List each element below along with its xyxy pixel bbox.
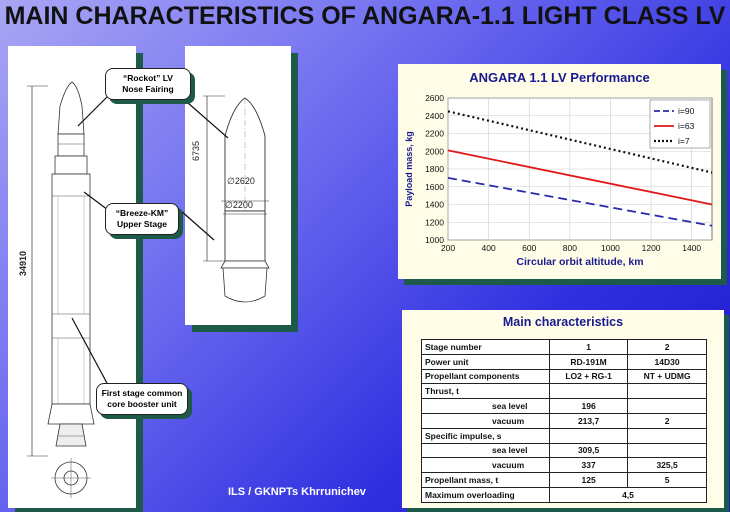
y-tick-label: 1000 [425, 235, 444, 245]
row-value-stage-1 [548, 383, 629, 400]
callout-upper-stage-line1: “Breeze-KM” [115, 208, 169, 218]
table-row: Power unit RD-191M 14D30 [421, 353, 707, 370]
x-tick-label: 1400 [682, 243, 701, 253]
y-tick-label: 1400 [425, 200, 444, 210]
row-label: Propellant mass, t [421, 472, 550, 488]
row-value-stage-2: NT + UDMG [627, 368, 707, 385]
row-value-stage-1: 1 [548, 339, 629, 355]
performance-chart-panel: ANGARA 1.1 LV Performance 1000 1200 1400 16… [398, 64, 721, 279]
row-value-stage-1: 213,7 [548, 412, 629, 429]
row-label: Power unit [421, 353, 550, 370]
table-row: Stage number 1 2 [421, 339, 707, 355]
row-value-stage-1: 196 [548, 398, 629, 414]
series-line-1 [447, 176, 713, 227]
rocket-drawing: 34910 [18, 81, 95, 498]
x-tick-label: 400 [482, 243, 496, 253]
rocket-drawing-panel: 34910 [8, 46, 136, 508]
callout-upper-stage-line2: Upper Stage [116, 219, 168, 229]
row-label: sea level [421, 398, 550, 414]
row-label: Thrust, t [421, 383, 550, 400]
fairing-detail-drawing: 6735 ∅2620 ∅2200 [191, 95, 270, 303]
row-value-stage-1: 125 [548, 472, 629, 488]
diameter-lower-label: ∅2200 [225, 200, 253, 210]
overall-height-label: 34910 [18, 251, 28, 276]
row-value-stage-2: 2 [627, 412, 707, 429]
chart-title: ANGARA 1.1 LV Performance [469, 70, 650, 85]
callout-nose-fairing-line1: “Rockot” LV [123, 73, 173, 83]
callout-nose-fairing: “Rockot” LV Nose Fairing [105, 68, 191, 100]
legend-label: i=63 [678, 121, 695, 131]
row-label: vacuum [421, 412, 550, 429]
callout-upper-stage: “Breeze-KM” Upper Stage [105, 203, 179, 235]
table-row: Propellant mass, t 125 5 [421, 472, 707, 488]
row-value-stage-2 [627, 398, 707, 414]
table-row: Specific impulse, s [421, 427, 707, 444]
fairing-height-label: 6735 [191, 141, 201, 161]
performance-chart: 1000 1200 1400 1600 1800 2000 2200 2400 2600 200 4… [404, 93, 713, 268]
table-row: Thrust, t [421, 383, 707, 400]
table-row: sea level 196 [421, 398, 707, 414]
row-label: sea level [421, 442, 550, 459]
row-value-merged: 4,5 [549, 486, 707, 503]
series-line-3 [447, 110, 713, 174]
callout-first-stage: First stage common core booster unit [96, 383, 188, 415]
y-tick-label: 2400 [425, 111, 444, 121]
y-axis-label: Payload mass, kg [404, 131, 414, 207]
callout-first-stage-line1: First stage common [101, 388, 183, 398]
y-tick-label: 1200 [425, 217, 444, 227]
y-tick-label: 1800 [425, 164, 444, 174]
row-value-stage-2 [627, 427, 707, 444]
characteristics-title: Main characteristics [502, 315, 624, 329]
table-row: Maximum overloading 4,5 [421, 486, 707, 503]
row-value-stage-2: 325,5 [627, 457, 707, 474]
row-label: Maximum overloading [421, 486, 550, 503]
y-tick-label: 2200 [425, 129, 444, 139]
x-tick-label: 1200 [642, 243, 661, 253]
y-tick-label: 2000 [425, 146, 444, 156]
diameter-upper-label: ∅2620 [227, 176, 255, 186]
x-tick-label: 1000 [601, 243, 620, 253]
x-axis-label: Circular orbit altitude, km [516, 256, 643, 268]
footer-credit: ILS / GKNPTs Khrrunichev [228, 486, 366, 498]
legend-label: i=90 [678, 106, 695, 116]
fairing-detail-panel: 6735 ∅2620 ∅2200 [185, 46, 291, 325]
x-tick-label: 600 [522, 243, 536, 253]
table-row: Propellant components LO2 + RG-1 NT + UDMG [421, 368, 707, 385]
x-tick-label: 800 [563, 243, 577, 253]
series-line-2 [447, 149, 713, 206]
row-value-stage-2 [627, 442, 707, 459]
table-row: vacuum 213,7 2 [421, 412, 707, 429]
callout-first-stage-line2: core booster unit [107, 399, 177, 409]
characteristics-table: Stage number 1 2 Power unit RD-191M 14D30 Prop… [421, 339, 707, 503]
row-label: Propellant components [421, 368, 550, 385]
x-tick-label: 200 [441, 243, 455, 253]
row-value-stage-1: RD-191M [548, 353, 629, 370]
row-value-stage-1: 337 [548, 457, 629, 474]
row-label: Stage number [421, 339, 550, 355]
characteristics-panel: Main characteristics Stage number 1 2 Power… [402, 310, 724, 508]
table-row: sea level 309,5 [421, 442, 707, 459]
callout-nose-fairing-line2: Nose Fairing [122, 84, 174, 94]
row-label: Specific impulse, s [421, 427, 550, 444]
row-value-stage-1: LO2 + RG-1 [548, 368, 629, 385]
row-value-stage-1: 309,5 [548, 442, 629, 459]
row-value-stage-2: 5 [627, 472, 707, 488]
y-tick-label: 2600 [425, 93, 444, 103]
y-tick-label: 1600 [425, 182, 444, 192]
table-row: vacuum 337 325,5 [421, 457, 707, 474]
row-value-stage-2: 2 [627, 339, 707, 355]
row-value-stage-1 [548, 427, 629, 444]
row-value-stage-2 [627, 383, 707, 400]
row-label: vacuum [421, 457, 550, 474]
row-value-stage-2: 14D30 [627, 353, 707, 370]
page-title: MAIN CHARACTERISTICS OF ANGARA-1.1 LIGHT… [4, 2, 726, 30]
legend-label: i=7 [678, 136, 690, 146]
